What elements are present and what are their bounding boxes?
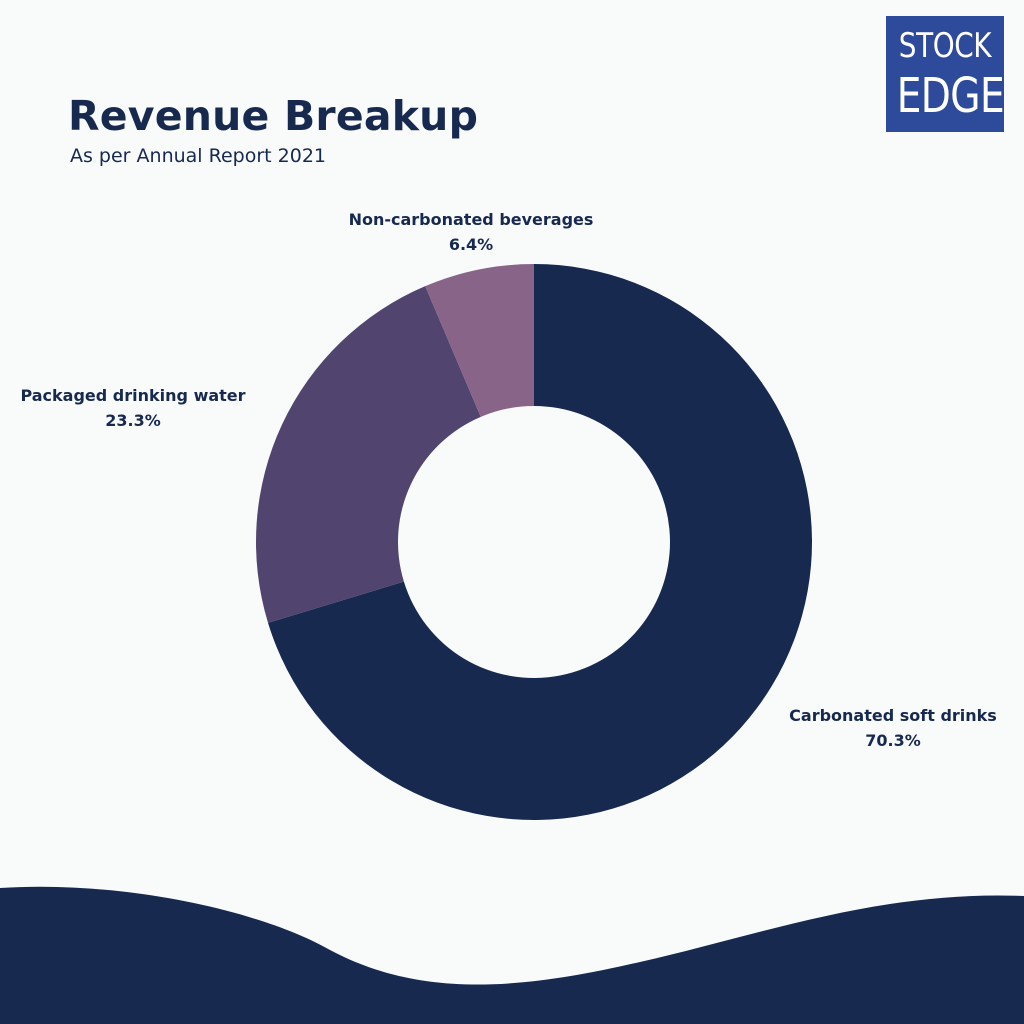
slice-name: Non-carbonated beverages xyxy=(348,210,594,229)
logo-text-edge: EDGE xyxy=(896,68,1005,124)
slice-label-carbonated-soft-drinks: Carbonated soft drinks 70.3% xyxy=(789,703,997,753)
slice-label-non-carbonated-beverages: Non-carbonated beverages 6.4% xyxy=(349,207,594,257)
slice-label-packaged-drinking-water: Packaged drinking water 23.3% xyxy=(20,383,245,433)
logo-text-stock: STOCK xyxy=(898,26,992,66)
stockedge-logo: STOCK EDGE xyxy=(886,16,1005,132)
chart-title: Revenue Breakup xyxy=(68,92,479,140)
slice-value: 23.3% xyxy=(105,411,161,430)
donut-chart xyxy=(256,264,812,820)
slice-value: 6.4% xyxy=(448,235,494,254)
slice-non-carbonated-beverages xyxy=(425,264,534,417)
slice-value: 70.3% xyxy=(865,731,921,750)
slice-name: Packaged drinking water xyxy=(20,386,246,405)
slice-packaged-drinking-water xyxy=(256,286,481,623)
slice-name: Carbonated soft drinks xyxy=(789,706,997,725)
chart-subtitle: As per Annual Report 2021 xyxy=(70,145,326,167)
decorative-wave xyxy=(0,886,1024,1024)
slice-carbonated-soft-drinks xyxy=(268,264,812,820)
